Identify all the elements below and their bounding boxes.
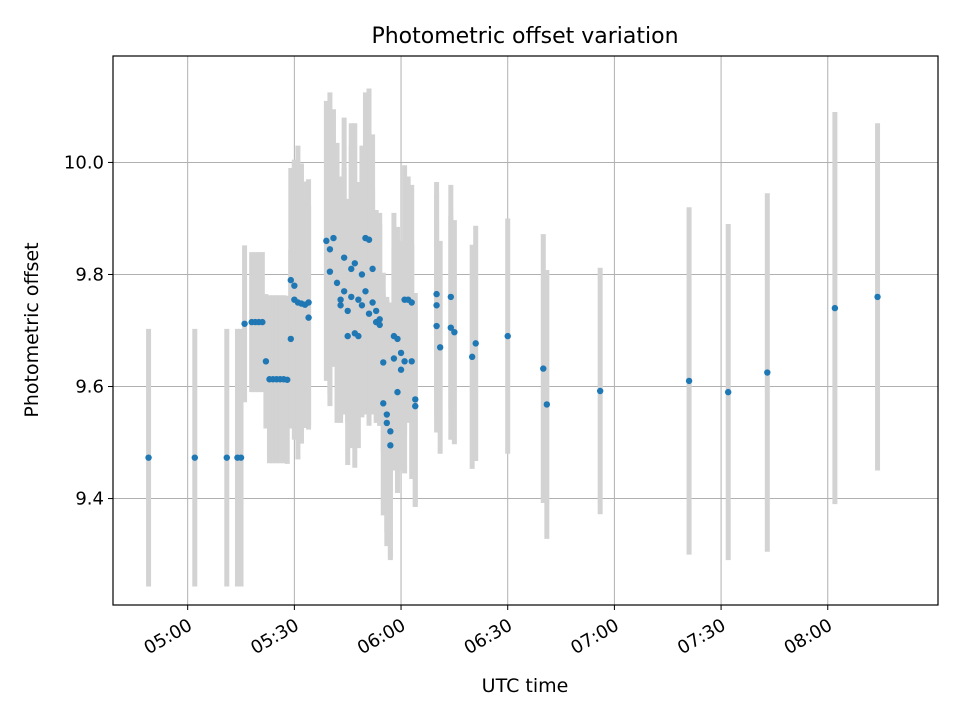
- data-point: [348, 265, 355, 273]
- data-point: [305, 299, 312, 306]
- data-point: [376, 316, 383, 323]
- data-point: [387, 442, 394, 449]
- data-point: [504, 332, 511, 340]
- data-point: [337, 302, 344, 309]
- data-point: [408, 299, 415, 306]
- y-tick-label: 10.0: [64, 152, 104, 173]
- data-point: [401, 358, 408, 365]
- data-point: [596, 387, 604, 395]
- data-point: [241, 320, 248, 327]
- data-point: [380, 400, 387, 407]
- data-point: [685, 377, 693, 385]
- data-point: [355, 296, 362, 303]
- x-axis-label: UTC time: [482, 675, 569, 697]
- data-point: [369, 265, 376, 273]
- data-point: [397, 349, 405, 357]
- data-point: [287, 276, 295, 284]
- data-point: [365, 310, 373, 317]
- plot-frame: [112, 55, 939, 606]
- data-point: [291, 282, 298, 289]
- data-point: [540, 365, 547, 372]
- y-tick-label: 9.4: [75, 489, 104, 510]
- data-point: [451, 328, 458, 336]
- data-point: [337, 296, 344, 303]
- data-point: [305, 314, 312, 321]
- data-point: [326, 246, 334, 253]
- data-point: [344, 332, 351, 340]
- data-point: [764, 369, 771, 376]
- data-point: [543, 401, 551, 408]
- data-point: [372, 307, 380, 315]
- data-point: [874, 293, 881, 301]
- data-point: [145, 454, 152, 461]
- data-point: [358, 302, 366, 309]
- data-point: [355, 332, 362, 340]
- data-point: [412, 402, 419, 410]
- data-point: [333, 279, 341, 287]
- data-point: [433, 302, 440, 309]
- data-point: [408, 358, 415, 365]
- data-point: [447, 293, 455, 301]
- data-point: [369, 299, 376, 306]
- data-point: [326, 268, 334, 275]
- data-point: [412, 396, 419, 403]
- data-point: [472, 340, 479, 347]
- y-tick-label: 9.6: [75, 377, 104, 398]
- data-point: [468, 353, 476, 361]
- data-point: [237, 454, 245, 461]
- data-point: [358, 271, 366, 278]
- data-point: [436, 344, 444, 351]
- data-point: [348, 293, 355, 301]
- data-point: [433, 322, 440, 330]
- data-point: [351, 260, 359, 267]
- point-layer: [145, 234, 881, 461]
- data-point: [344, 307, 351, 315]
- grid-layer: [113, 56, 938, 605]
- data-point: [383, 419, 391, 427]
- data-point: [397, 366, 405, 373]
- data-point: [831, 304, 839, 312]
- data-point: [365, 236, 373, 243]
- data-point: [287, 335, 295, 343]
- data-point: [433, 290, 440, 298]
- chart-title: Photometric offset variation: [371, 24, 678, 49]
- data-point: [262, 358, 270, 365]
- data-point: [380, 359, 387, 366]
- y-tick-label: 9.8: [75, 264, 104, 285]
- data-point: [340, 288, 348, 295]
- data-point: [394, 335, 401, 343]
- data-point: [383, 411, 391, 418]
- data-point: [387, 428, 394, 435]
- data-point: [323, 237, 330, 245]
- data-point: [362, 288, 369, 295]
- y-axis-label: Photometric offset: [21, 242, 43, 417]
- y-axis-ticks: 9.4 9.6 9.8 10.0: [64, 152, 113, 510]
- data-point: [390, 355, 398, 362]
- data-point: [259, 318, 266, 326]
- data-point: [376, 321, 383, 329]
- data-point: [394, 388, 401, 396]
- data-point: [447, 324, 455, 331]
- data-point: [330, 234, 337, 242]
- data-point: [191, 454, 198, 461]
- data-point: [724, 388, 732, 396]
- data-point: [340, 254, 348, 261]
- data-point: [284, 376, 291, 383]
- data-point: [223, 454, 230, 461]
